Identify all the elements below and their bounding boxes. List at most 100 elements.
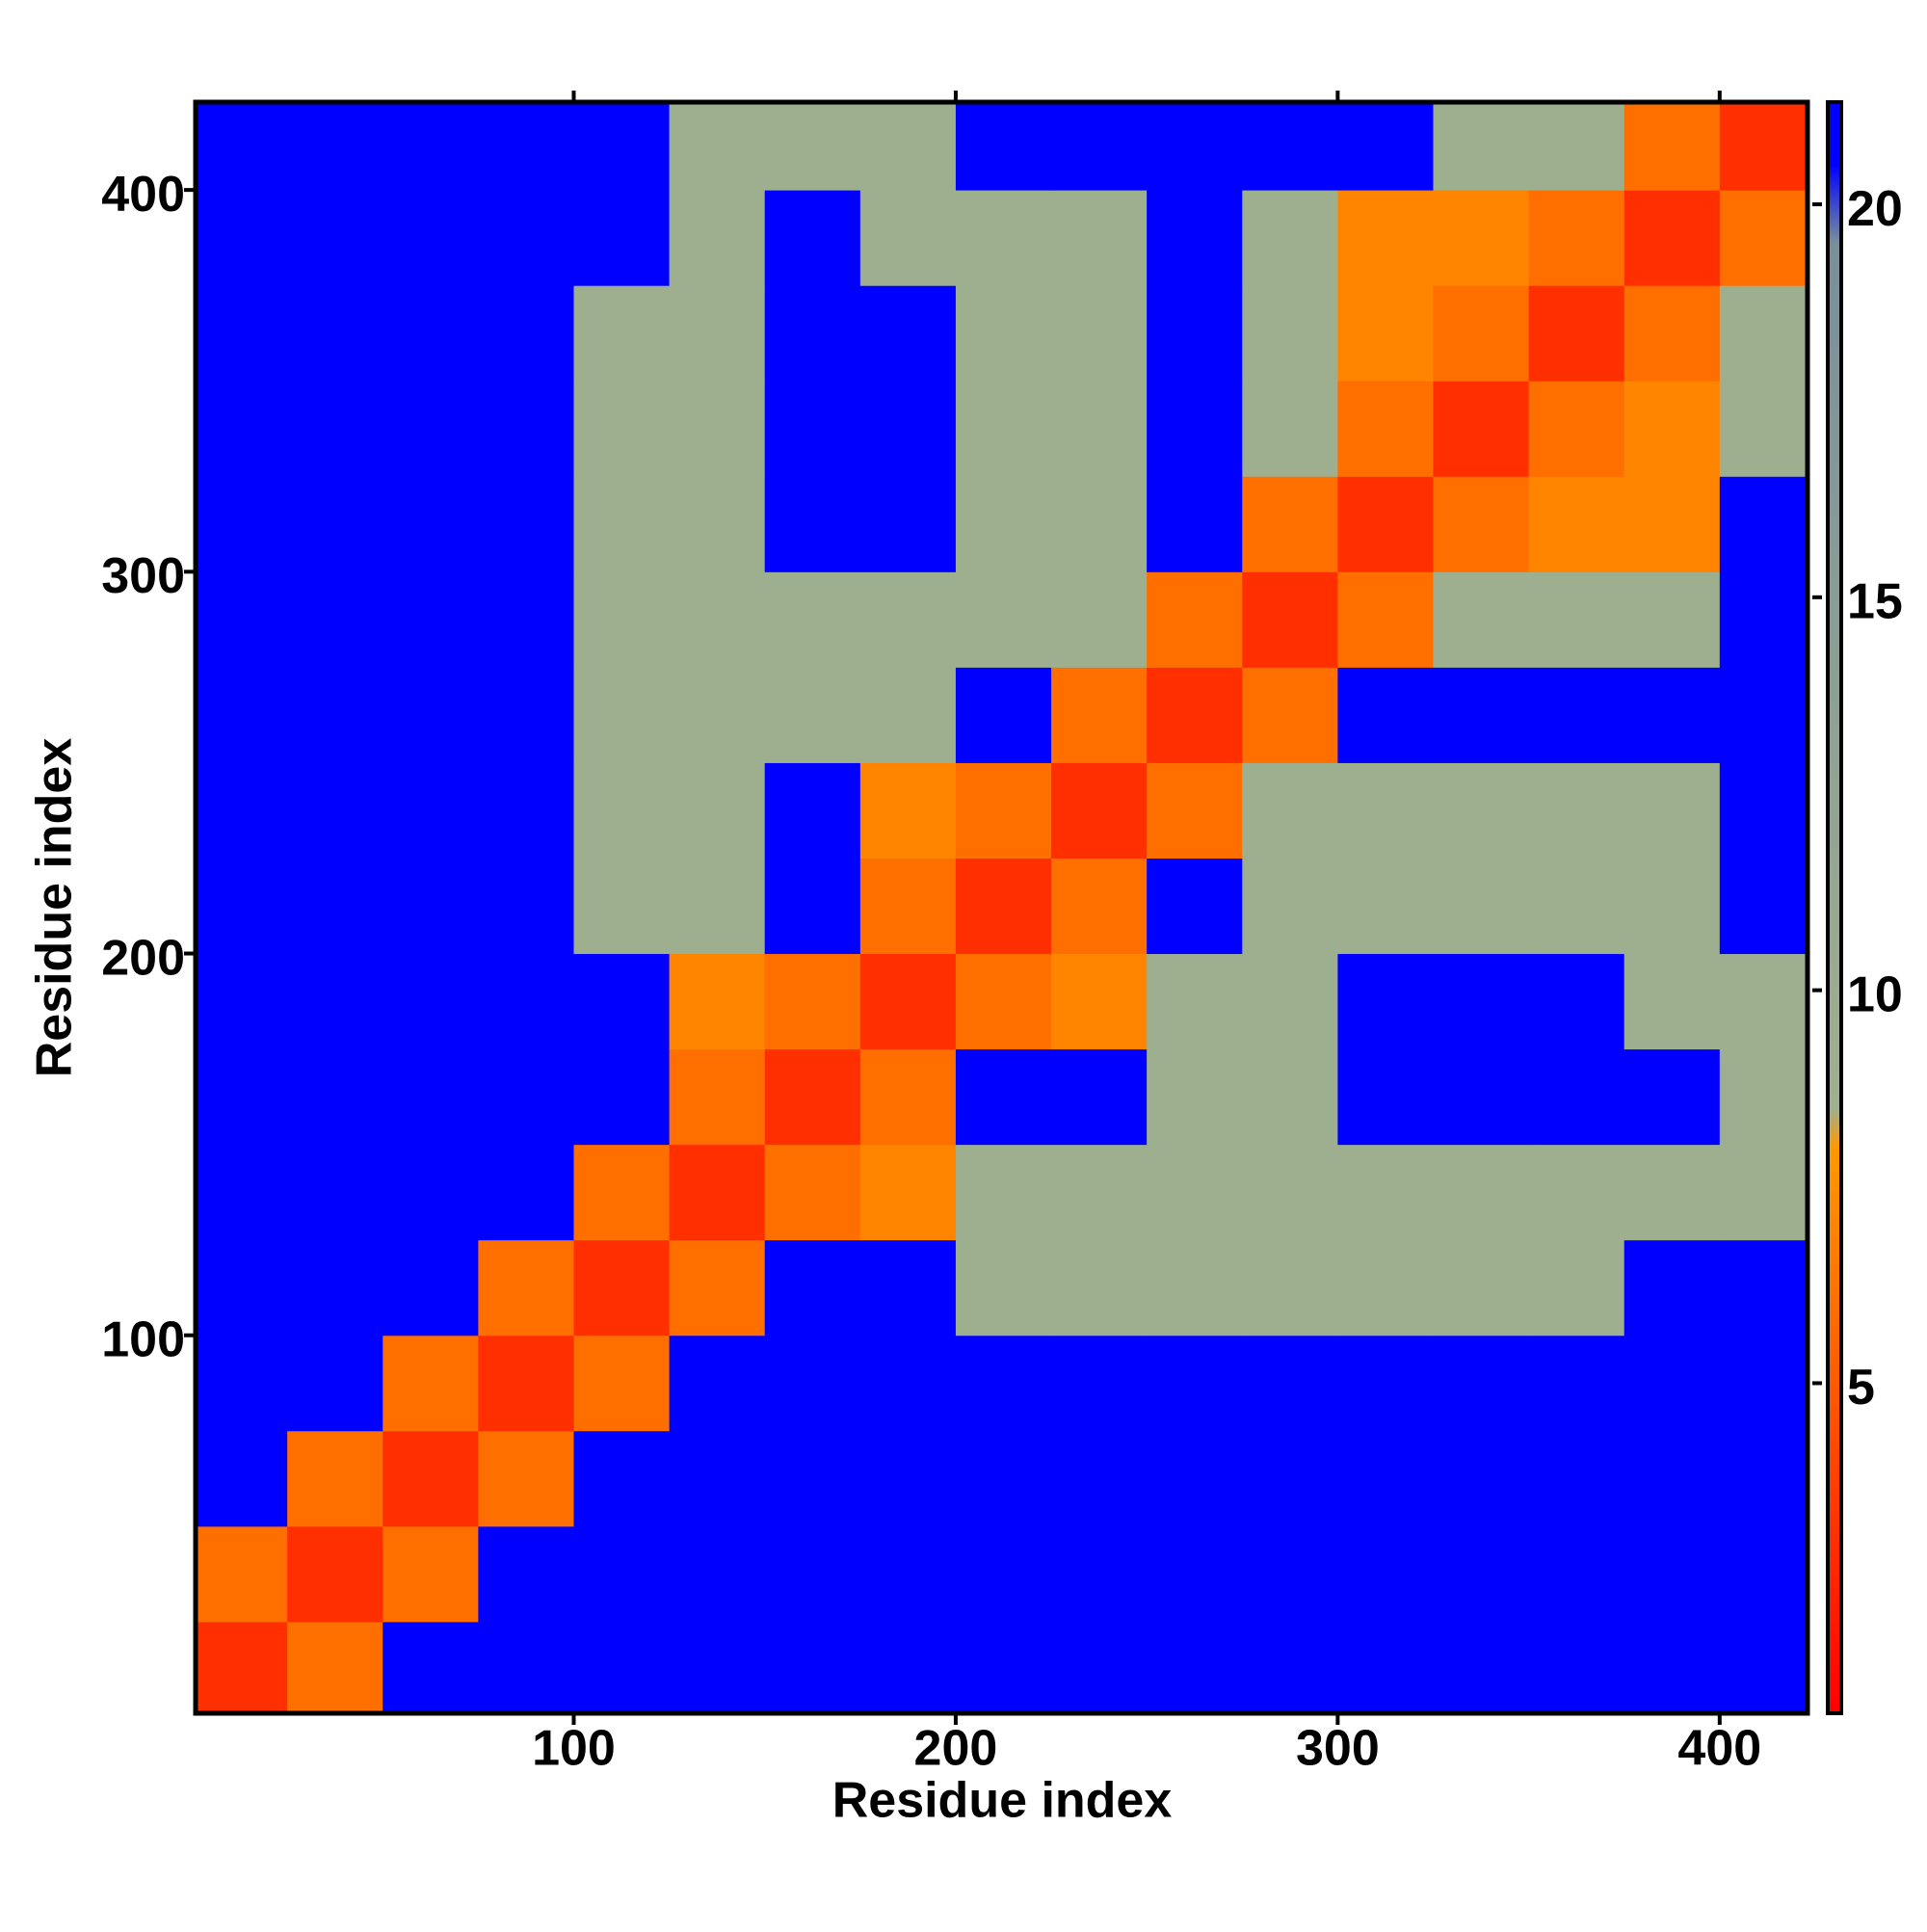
heatmap-cell	[196, 381, 288, 477]
heatmap-cell	[1147, 190, 1243, 286]
heatmap-cell	[955, 476, 1052, 572]
heatmap-cell	[764, 381, 861, 477]
heatmap-cell	[573, 1144, 671, 1241]
heatmap-cell	[383, 1621, 479, 1713]
heatmap-cell	[859, 285, 957, 382]
heatmap-cell	[383, 1525, 479, 1623]
heatmap-cell	[859, 667, 957, 763]
heatmap-cell	[1051, 953, 1148, 1050]
heatmap-cell	[1147, 762, 1243, 859]
heatmap-cell	[1433, 571, 1530, 668]
heatmap-cell	[955, 285, 1052, 382]
heatmap-cell	[1242, 1430, 1338, 1527]
heatmap-cell	[1623, 102, 1721, 191]
heatmap-cell	[1433, 667, 1530, 763]
heatmap-cell	[383, 1144, 479, 1241]
heatmap-cell	[1337, 1335, 1434, 1432]
heatmap-cell	[1242, 571, 1338, 668]
heatmap-cell	[1719, 285, 1808, 382]
heatmap-cell	[1433, 1525, 1530, 1623]
heatmap-cell	[1147, 1144, 1243, 1241]
heatmap-cell	[1337, 858, 1434, 955]
heatmap-cell	[1719, 1525, 1808, 1623]
heatmap-cell	[573, 667, 671, 763]
heatmap-cell	[955, 1144, 1052, 1241]
heatmap-cell	[1433, 1144, 1530, 1241]
heatmap-cell	[1623, 762, 1721, 859]
heatmap-cell	[1528, 1621, 1625, 1713]
heatmap-cell	[383, 667, 479, 763]
heatmap-cell	[764, 102, 861, 191]
heatmap-cell	[196, 1239, 288, 1337]
heatmap-cell	[478, 953, 574, 1050]
x-tick-label: 100	[532, 1721, 616, 1777]
heatmap-cell	[1623, 1525, 1721, 1623]
heatmap-cell	[764, 285, 861, 382]
heatmap-cell	[764, 1239, 861, 1337]
heatmap-cell	[669, 953, 766, 1050]
heatmap-cell	[1528, 1239, 1625, 1337]
heatmap-cell	[573, 571, 671, 668]
heatmap-cell	[478, 571, 574, 668]
heatmap-cell	[196, 190, 288, 286]
heatmap-cell	[1719, 1144, 1808, 1241]
heatmap-cell	[1433, 1430, 1530, 1527]
heatmap-cell	[1147, 1430, 1243, 1527]
heatmap-cell	[859, 1048, 957, 1146]
heatmap-cell	[1719, 1239, 1808, 1337]
heatmap-cell	[1242, 762, 1338, 859]
heatmap-cell	[573, 381, 671, 477]
heatmap-cell	[1719, 858, 1808, 955]
heatmap-cell	[1242, 858, 1338, 955]
heatmap-cell	[764, 1144, 861, 1241]
heatmap-cell	[1147, 285, 1243, 382]
heatmap-cell	[955, 1335, 1052, 1432]
heatmap-cell	[1528, 381, 1625, 477]
heatmap-cell	[1433, 953, 1530, 1050]
heatmap-cell	[1623, 571, 1721, 668]
heatmap-cell	[383, 762, 479, 859]
heatmap-cell	[478, 762, 574, 859]
heatmap-cell	[196, 1144, 288, 1241]
heatmap-cell	[1147, 102, 1243, 191]
heatmap-cell	[764, 1430, 861, 1527]
heatmap-cell	[573, 476, 671, 572]
heatmap-cell	[1337, 1144, 1434, 1241]
heatmap-cell	[1242, 476, 1338, 572]
y-tick-label: 400	[101, 167, 185, 223]
heatmap-cell	[1623, 858, 1721, 955]
heatmap-cell	[1433, 381, 1530, 477]
heatmap-cell	[287, 102, 383, 191]
heatmap-cell	[478, 1430, 574, 1527]
heatmap-cell	[478, 476, 574, 572]
heatmap-cell	[573, 762, 671, 859]
heatmap-cell	[1719, 667, 1808, 763]
heatmap-cell	[764, 1621, 861, 1713]
heatmap-cell	[478, 667, 574, 763]
heatmap-cell	[1242, 953, 1338, 1050]
heatmap-cell	[1719, 381, 1808, 477]
heatmap-cell	[1433, 1335, 1530, 1432]
heatmap-cell	[1337, 285, 1434, 382]
heatmap-cell	[383, 102, 479, 191]
heatmap-cell	[1051, 858, 1148, 955]
heatmap-cell	[859, 858, 957, 955]
heatmap-cell	[196, 1048, 288, 1146]
heatmap-cell	[383, 858, 479, 955]
heatmap-cell	[1242, 1239, 1338, 1337]
heatmap-cell	[196, 102, 288, 191]
heatmap-cell	[859, 1239, 957, 1337]
heatmap-cell	[1051, 476, 1148, 572]
heatmap-cell	[859, 1430, 957, 1527]
heatmap-cell	[1623, 1048, 1721, 1146]
heatmap-cell	[669, 1430, 766, 1527]
heatmap-cell	[1051, 1621, 1148, 1713]
heatmap-cell	[1623, 1144, 1721, 1241]
heatmap-cell	[478, 1525, 574, 1623]
heatmap-cell	[1528, 1144, 1625, 1241]
heatmap-cell	[1528, 190, 1625, 286]
heatmap-cell	[383, 1335, 479, 1432]
heatmap-cell	[383, 285, 479, 382]
heatmap-cell	[1528, 476, 1625, 572]
